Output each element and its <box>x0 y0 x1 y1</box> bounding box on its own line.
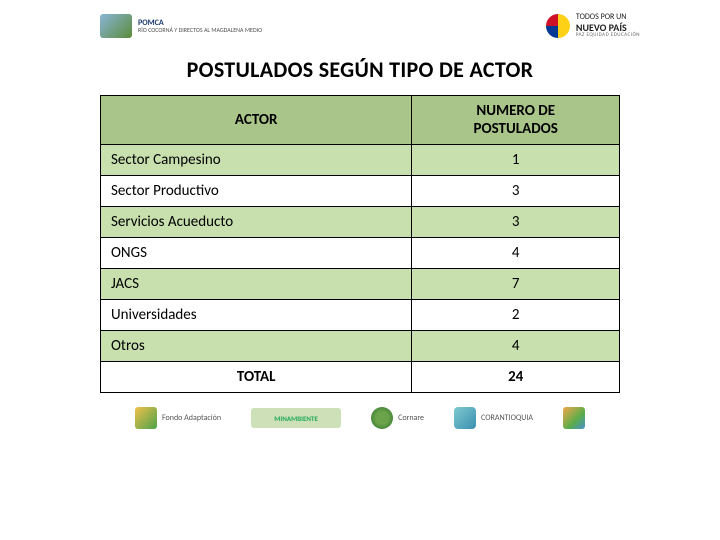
total-label: TOTAL <box>101 362 412 393</box>
cell-value: 4 <box>412 238 620 269</box>
header-logo-bar: POMCA RÍO COCORNÁ Y DIRECTOS AL MAGDALEN… <box>0 0 720 50</box>
colombia-flag-icon <box>546 14 570 38</box>
cell-actor: Otros <box>101 331 412 362</box>
logo-cornare: Cornare <box>371 407 424 429</box>
cell-actor: JACS <box>101 269 412 300</box>
cell-value: 3 <box>412 176 620 207</box>
table-header-row: ACTOR NUMERO DE POSTULADOS <box>101 96 620 145</box>
cornare-icon <box>371 407 393 429</box>
minambiente-icon: MINAMBIENTE <box>251 408 341 428</box>
nuevopais-text: TODOS POR UN NUEVO PAÍS PAZ EQUIDAD EDUC… <box>576 13 640 38</box>
table-body: Sector Campesino 1 Sector Productivo 3 S… <box>101 145 620 393</box>
cell-actor: Servicios Acueducto <box>101 207 412 238</box>
total-value: 24 <box>412 362 620 393</box>
corantioquia-icon <box>454 407 476 429</box>
logo-pomca: POMCA RÍO COCORNÁ Y DIRECTOS AL MAGDALEN… <box>100 14 262 38</box>
table-row: Servicios Acueducto 3 <box>101 207 620 238</box>
table-row: Otros 4 <box>101 331 620 362</box>
table-total-row: TOTAL 24 <box>101 362 620 393</box>
logo-nuevopais: TODOS POR UN NUEVO PAÍS PAZ EQUIDAD EDUC… <box>546 13 640 38</box>
pomca-text: POMCA RÍO COCORNÁ Y DIRECTOS AL MAGDALEN… <box>138 19 262 33</box>
th-num-line2: POSTULADOS <box>422 120 609 138</box>
cell-actor: ONGS <box>101 238 412 269</box>
table-row: ONGS 4 <box>101 238 620 269</box>
footer-logo-bar: Fondo Adaptación MINAMBIENTE Cornare COR… <box>0 407 720 429</box>
postulados-table: ACTOR NUMERO DE POSTULADOS Sector Campes… <box>100 95 620 393</box>
cornare-label: Cornare <box>398 413 424 423</box>
cell-actor: Sector Campesino <box>101 145 412 176</box>
table-row: Universidades 2 <box>101 300 620 331</box>
logo-corantioquia: CORANTIOQUIA <box>454 407 533 429</box>
cell-value: 3 <box>412 207 620 238</box>
pomca-sub: RÍO COCORNÁ Y DIRECTOS AL MAGDALENA MEDI… <box>138 27 262 33</box>
table-row: Sector Productivo 3 <box>101 176 620 207</box>
logo-minambiente: MINAMBIENTE <box>251 408 341 428</box>
table-row: JACS 7 <box>101 269 620 300</box>
table-container: ACTOR NUMERO DE POSTULADOS Sector Campes… <box>0 95 720 393</box>
logo-corporacion <box>563 407 585 429</box>
fondo-label: Fondo Adaptación <box>162 413 221 423</box>
th-numero: NUMERO DE POSTULADOS <box>412 96 620 145</box>
cell-actor: Universidades <box>101 300 412 331</box>
minambiente-label: MINAMBIENTE <box>274 414 318 423</box>
table-row: Sector Campesino 1 <box>101 145 620 176</box>
th-actor: ACTOR <box>101 96 412 145</box>
corantioquia-label: CORANTIOQUIA <box>481 413 533 423</box>
cell-value: 1 <box>412 145 620 176</box>
cell-value: 4 <box>412 331 620 362</box>
cell-actor: Sector Productivo <box>101 176 412 207</box>
logo-fondo-adaptacion: Fondo Adaptación <box>135 407 221 429</box>
pomca-icon <box>100 14 132 38</box>
th-num-line1: NUMERO DE <box>422 102 609 120</box>
cell-value: 2 <box>412 300 620 331</box>
np-line3: PAZ EQUIDAD EDUCACIÓN <box>576 33 640 39</box>
page-title: POSTULADOS SEGÚN TIPO DE ACTOR <box>0 56 720 83</box>
fondo-icon <box>135 407 157 429</box>
corporacion-icon <box>563 407 585 429</box>
cell-value: 7 <box>412 269 620 300</box>
